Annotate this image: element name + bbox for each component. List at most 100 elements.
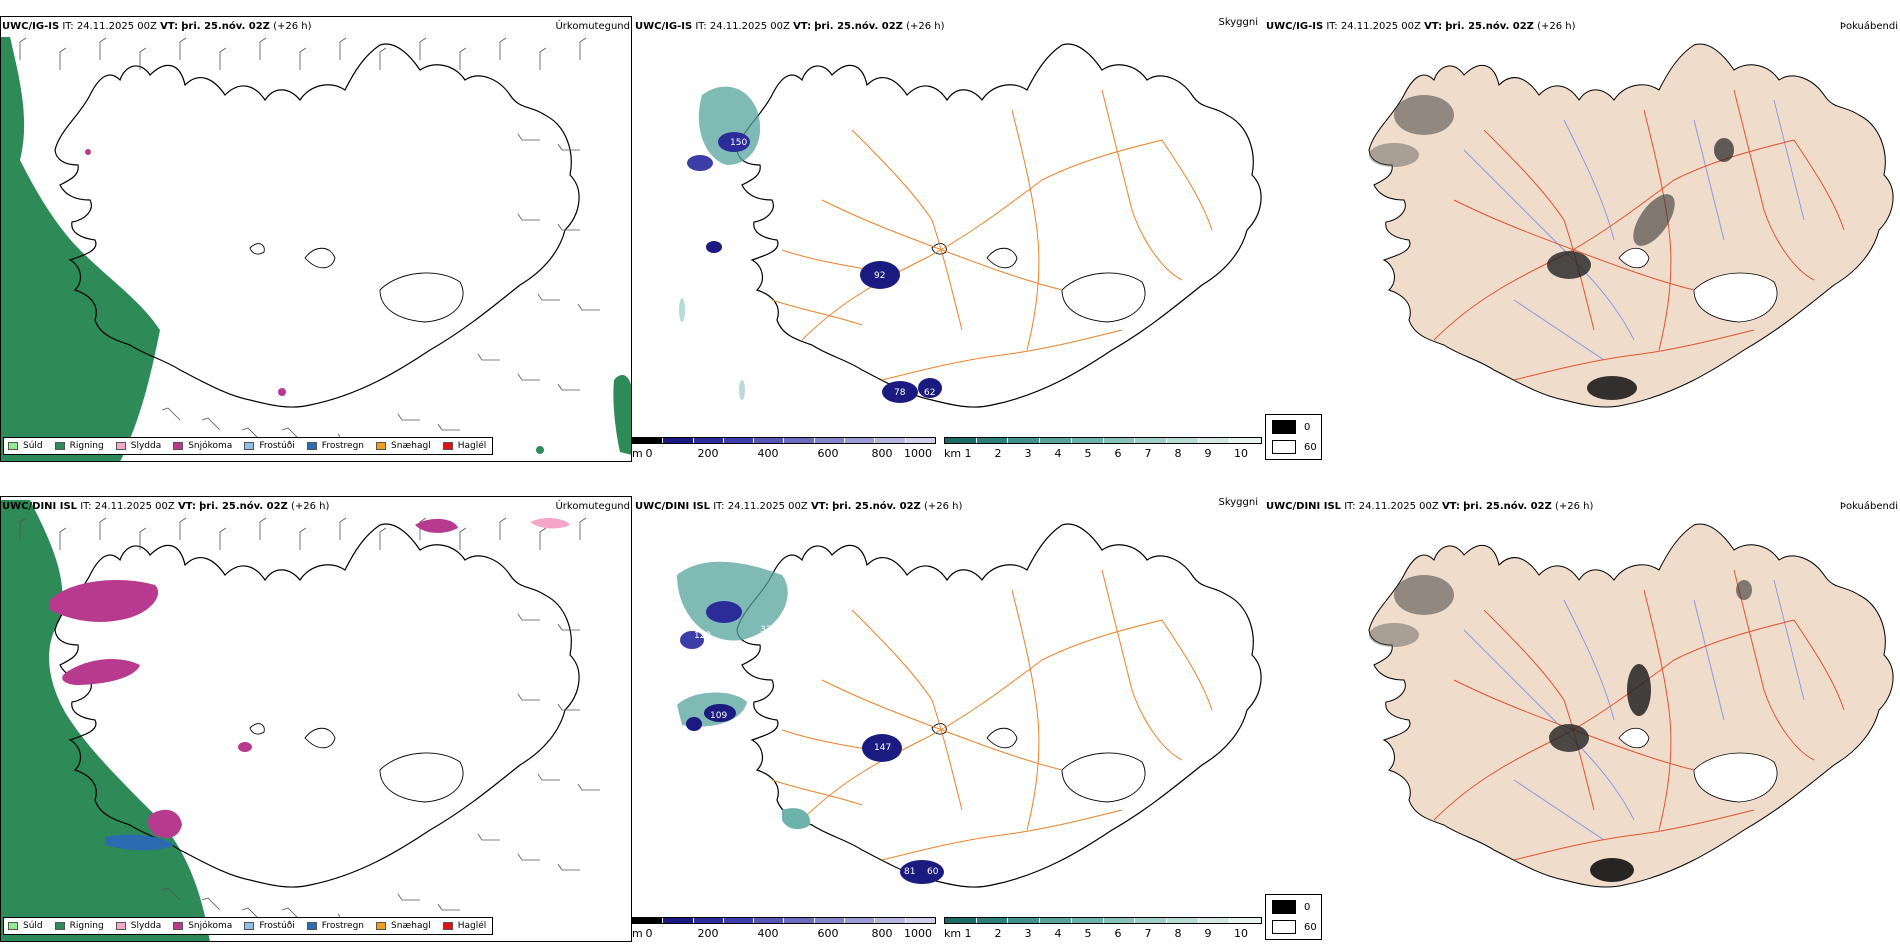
legend-swatch [8,442,18,450]
legend-item: Haglél [442,921,487,931]
legend-label: Snjókoma [188,441,233,451]
model-name: UWC/IG-IS [1266,21,1324,32]
colorbar-tick: 9 [1204,927,1212,940]
lead-time: (+26 h) [1554,501,1594,512]
visibility-colorbar: km 1 2 3 4 5 6 7 8 9 10 [944,917,1264,940]
legend-swatch [306,922,317,930]
valid-time: þri. 25.nóv. 02Z [832,501,921,512]
panel-header: UWC/IG-IS IT: 24.11.2025 00Z VT: þri. 25… [1266,20,1900,34]
colorbar-tick: 7 [1144,927,1152,940]
cloud-visibility-map: 335 122 109 147 81 60 [677,480,1264,950]
valid-time-label: VT: [1441,501,1460,512]
colorbar-tick: 400 [757,927,779,940]
valid-time: þri. 25.nóv. 02Z [181,21,270,32]
colorbar-tick: 10 [1234,927,1248,940]
fog-swatch [1272,420,1296,434]
colorbar-unit: km [944,447,962,460]
colorbar-tick: 600 [817,927,839,940]
precip-type-legend: Súld Rigning Slydda Snjókoma Frostúði Fr… [3,437,494,455]
panel-header: UWC/DINI ISL IT: 24.11.2025 00Z VT: þri.… [1266,500,1900,514]
colorbar-strip [944,917,1262,924]
lead-time: (+26 h) [906,21,945,32]
colorbar-tick: 5 [1084,447,1092,460]
legend-label: Slydda [130,441,162,451]
map-value-label: 62 [924,388,935,398]
legend-swatch [376,442,387,450]
fog-legend-row: 0 [1272,420,1310,434]
valid-time: þri. 25.nóv. 02Z [199,501,288,512]
colorbar-tick: 10 [1234,447,1248,460]
legend-item: Haglél [442,441,487,451]
colorbar-tick: 600 [817,447,839,460]
legend-swatch [306,442,317,450]
product-title: Skyggni [1218,497,1258,508]
legend-item: Snjókoma [173,441,232,451]
colorbar-tick: 3 [1024,927,1032,940]
legend-label: Súld [23,921,43,931]
map-value-label: 81 [904,867,915,877]
colorbar-tick: 0 [645,927,653,940]
fog-legend-value: 60 [1304,441,1317,453]
fog-swatch [1272,440,1296,454]
legend-swatch [442,922,453,930]
colorbar-tick: 200 [697,447,719,460]
legend-swatch [115,922,126,930]
colorbar-tick: 2 [994,927,1002,940]
legend-swatch [244,442,255,450]
legend-label: Snæhagl [391,441,431,451]
model-name: UWC/IG-IS [2,21,60,32]
init-time: 24.11.2025 00Z [76,21,157,32]
colorbar-tick: 8 [1174,447,1182,460]
init-time-label: IT: [80,501,92,512]
legend-item: Snæhagl [376,441,431,451]
legend-swatch [442,442,453,450]
colorbar-tick: 1000 [904,447,932,460]
legend-item: Frostregn [306,921,364,931]
legend-swatch [173,922,184,930]
init-time: 24.11.2025 00Z [1358,501,1439,512]
legend-item: Slydda [115,921,161,931]
product-title: Þokuábendi [1839,501,1898,512]
colorbar-tick: 1 [964,447,972,460]
legend-label: Snæhagl [391,921,431,931]
product-title: Þokuábendi [1839,21,1898,32]
map-value-label: 142 [687,243,704,253]
colorbar-tick: 3 [1024,447,1032,460]
init-time: 24.11.2025 00Z [709,21,790,32]
fog-swatch [1272,900,1296,914]
precip-type-panel: UWC/IG-IS IT: 24.11.2025 00Z VT: þri. 25… [0,0,632,475]
map-value-label: 92 [874,271,885,281]
legend-swatch [115,442,126,450]
colorbar-tick: 2 [994,447,1002,460]
fog-legend: 0 60 [1265,414,1322,460]
init-time: 24.11.2025 00Z [1340,21,1421,32]
cloud-visibility-panel: 335 122 109 147 81 60 UWC/DINI ISL IT: 2… [632,480,1264,950]
precip-type-map [0,37,632,462]
colorbar-tick: 800 [871,927,893,940]
init-time-label: IT: [695,21,707,32]
cloud-visibility-map: 150 95 142 92 78 62 [679,0,1264,475]
product-title: Úrkomutegund [555,501,630,512]
model-name: UWC/IG-IS [635,21,693,32]
colorbar-strip [632,917,936,924]
legend-label: Rigning [69,921,104,931]
fog-legend-value: 0 [1304,901,1311,913]
forecast-row-dini-isl: UWC/DINI ISL IT: 24.11.2025 00Z VT: þri.… [0,480,1900,950]
visibility-colorbar: km 1 2 3 4 5 6 7 8 9 10 [944,437,1264,460]
legend-item: Frostúði [244,441,295,451]
legend-item: Slydda [115,441,162,451]
legend-label: Haglél [457,921,487,931]
map-value-label: 150 [730,138,747,148]
map-value-label: 109 [710,711,727,721]
low-cloud-patches [677,561,944,884]
legend-label: Snjókoma [188,921,233,931]
init-time-label: IT: [1344,501,1356,512]
colorbar-strip [944,437,1262,444]
map-value-label: 147 [874,743,891,753]
map-value-label: 95 [774,148,785,158]
legend-label: Rigning [69,441,104,451]
init-time: 24.11.2025 00Z [94,501,175,512]
product-title: Úrkomutegund [555,21,630,32]
legend-label: Haglél [457,441,487,451]
colorbar-tick: 800 [871,447,893,460]
